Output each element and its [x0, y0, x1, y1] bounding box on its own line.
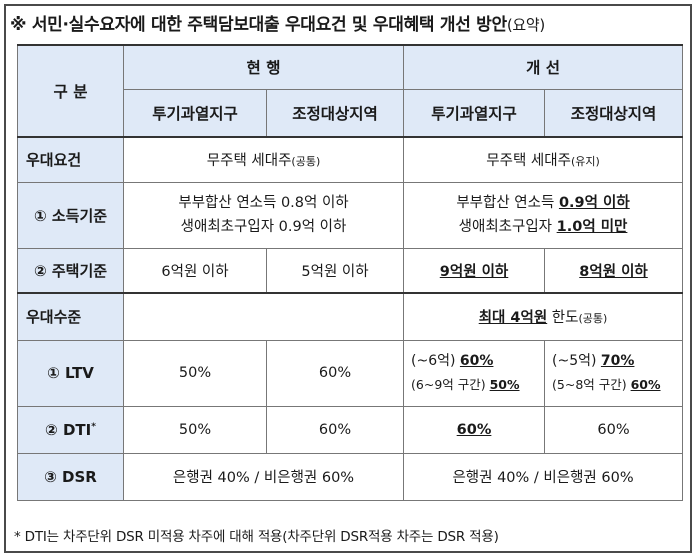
income-current-line2: 생애최초구입자 0.9억 이하	[180, 219, 347, 235]
income-improved-line2: 생애최초구입자 1.0억 미만	[405, 215, 682, 239]
benefit-label: 우대수준	[17, 292, 124, 341]
ltv-improved-b-line1-value: 70%	[600, 353, 635, 369]
ltv-improved-a-line2: (6~9억 구간) 50%	[411, 373, 544, 397]
housing-improved-a: 9억원 이하	[403, 247, 546, 294]
ltv-improved-a-line1-value: 60%	[459, 353, 494, 369]
income-improved-line2-prefix: 생애최초구입자	[458, 219, 557, 235]
dti-label-text: ② DTI	[45, 420, 92, 439]
ltv-improved-b-line2: (5~8억 구간) 60%	[552, 373, 682, 397]
housing-label: ② 주택기준	[17, 247, 124, 294]
benefit-row: 우대수준 최대 4억원 한도(공통)	[17, 292, 684, 341]
ltv-current-a: 50%	[123, 339, 267, 407]
dti-row: ② DTI* 50% 60% 60% 60%	[17, 405, 684, 454]
requirement-current: 무주택 세대주(공통)	[122, 136, 405, 183]
requirement-improved-note: (유지)	[570, 155, 600, 169]
dsr-improved: 은행권 40% / 비은행권 60%	[403, 452, 684, 501]
dti-current-b: 60%	[265, 405, 405, 454]
ltv-improved-b-line2-value: 60%	[630, 377, 661, 392]
current-region-a-header: 투기과열지구	[123, 88, 267, 138]
dsr-row: ③ DSR 은행권 40% / 비은행권 60% 은행권 40% / 비은행권 …	[17, 452, 684, 501]
housing-improved-b: 8억원 이하	[544, 247, 684, 294]
ltv-improved-b-line1: (~5억) 70%	[552, 349, 682, 373]
ltv-improved-b-line2-prefix: (5~8억 구간)	[552, 377, 631, 392]
housing-improved-b-value: 8억원 이하	[579, 263, 648, 280]
ltv-improved-b: (~5억) 70% (5~8억 구간) 60%	[544, 339, 684, 407]
improved-region-a-header: 투기과열지구	[403, 88, 546, 138]
ltv-improved-a-line2-prefix: (6~9억 구간)	[411, 377, 490, 392]
improved-header: 개 선	[403, 44, 684, 90]
ltv-improved-a: (~6억) 60% (6~9억 구간) 50%	[403, 339, 546, 407]
dti-label: ② DTI*	[17, 405, 124, 454]
benefit-improved: 최대 4억원 한도(공통)	[403, 292, 684, 341]
benefit-improved-note: (공통)	[578, 312, 608, 326]
dti-improved-b: 60%	[544, 405, 684, 454]
requirement-improved-main: 무주택 세대주	[486, 153, 571, 170]
benefit-improved-suffix: 한도	[547, 310, 579, 327]
requirement-improved: 무주택 세대주(유지)	[403, 136, 684, 183]
income-improved-line1-value: 0.9억 이하	[558, 195, 630, 211]
ltv-improved-b-line1-prefix: (~5억)	[552, 353, 601, 369]
benefit-current	[122, 292, 405, 341]
benefit-improved-value: 최대 4억원	[478, 310, 548, 327]
ltv-improved-a-line1: (~6억) 60%	[411, 349, 544, 373]
dti-improved-a-value: 60%	[456, 421, 492, 438]
ltv-label: ① LTV	[17, 339, 124, 407]
income-improved: 부부합산 연소득 0.9억 이하 생애최초구입자 1.0억 미만	[403, 181, 684, 249]
ltv-improved-a-line2-value: 50%	[489, 377, 520, 392]
income-current: 부부합산 연소득 0.8억 이하 생애최초구입자 0.9억 이하	[122, 181, 405, 249]
footnote: * DTI는 차주단위 DSR 미적용 차주에 대해 적용(차주단위 DSR적용…	[14, 529, 499, 545]
current-region-b-header: 조정대상지역	[265, 88, 405, 138]
income-row: ① 소득기준 부부합산 연소득 0.8억 이하 생애최초구입자 0.9억 이하 …	[17, 181, 684, 249]
ltv-row: ① LTV 50% 60% (~6억) 60% (6~9억 구간) 50% (~…	[17, 339, 684, 407]
requirement-label: 우대요건	[17, 136, 124, 183]
housing-current-a: 6억원 이하	[123, 247, 267, 294]
dti-footnote-mark: *	[91, 421, 96, 432]
income-improved-line1: 부부합산 연소득 0.9억 이하	[405, 191, 682, 215]
requirement-current-main: 무주택 세대주	[206, 153, 292, 170]
document-title: ※ 서민·실수요자에 대한 주택담보대출 우대요건 및 우대혜택 개선 방안(요…	[10, 10, 545, 35]
dsr-label: ③ DSR	[17, 452, 124, 501]
income-improved-line2-value: 1.0억 미만	[556, 219, 628, 235]
income-label: ① 소득기준	[17, 181, 124, 249]
dsr-current: 은행권 40% / 비은행권 60%	[122, 452, 405, 501]
document-frame	[4, 4, 692, 553]
income-improved-line1-prefix: 부부합산 연소득	[456, 195, 559, 211]
income-current-line1: 부부합산 연소득 0.8억 이하	[178, 195, 349, 211]
improved-region-b-header: 조정대상지역	[544, 88, 684, 138]
title-suffix: (요약)	[506, 16, 545, 34]
current-header: 현 행	[122, 44, 405, 90]
comparison-table: 구 분 현 행 개 선 투기과열지구 조정대상지역 투기과열지구 조정대상지역 …	[17, 44, 684, 501]
category-header: 구 분	[17, 44, 124, 138]
dti-improved-a: 60%	[403, 405, 546, 454]
header-row-sub: 투기과열지구 조정대상지역 투기과열지구 조정대상지역	[18, 88, 684, 138]
housing-row: ② 주택기준 6억원 이하 5억원 이하 9억원 이하 8억원 이하	[17, 247, 684, 294]
header-row-top: 구 분 현 행 개 선	[17, 44, 684, 138]
requirement-current-note: (공통)	[291, 155, 321, 169]
ltv-improved-a-line1-prefix: (~6억)	[411, 353, 460, 369]
requirement-row: 우대요건 무주택 세대주(공통) 무주택 세대주(유지)	[17, 136, 684, 183]
dti-current-a: 50%	[123, 405, 267, 454]
ltv-current-b: 60%	[265, 339, 405, 407]
title-main: ※ 서민·실수요자에 대한 주택담보대출 우대요건 및 우대혜택 개선 방안	[10, 15, 507, 35]
housing-current-b: 5억원 이하	[265, 247, 405, 294]
housing-improved-a-value: 9억원 이하	[439, 263, 509, 280]
